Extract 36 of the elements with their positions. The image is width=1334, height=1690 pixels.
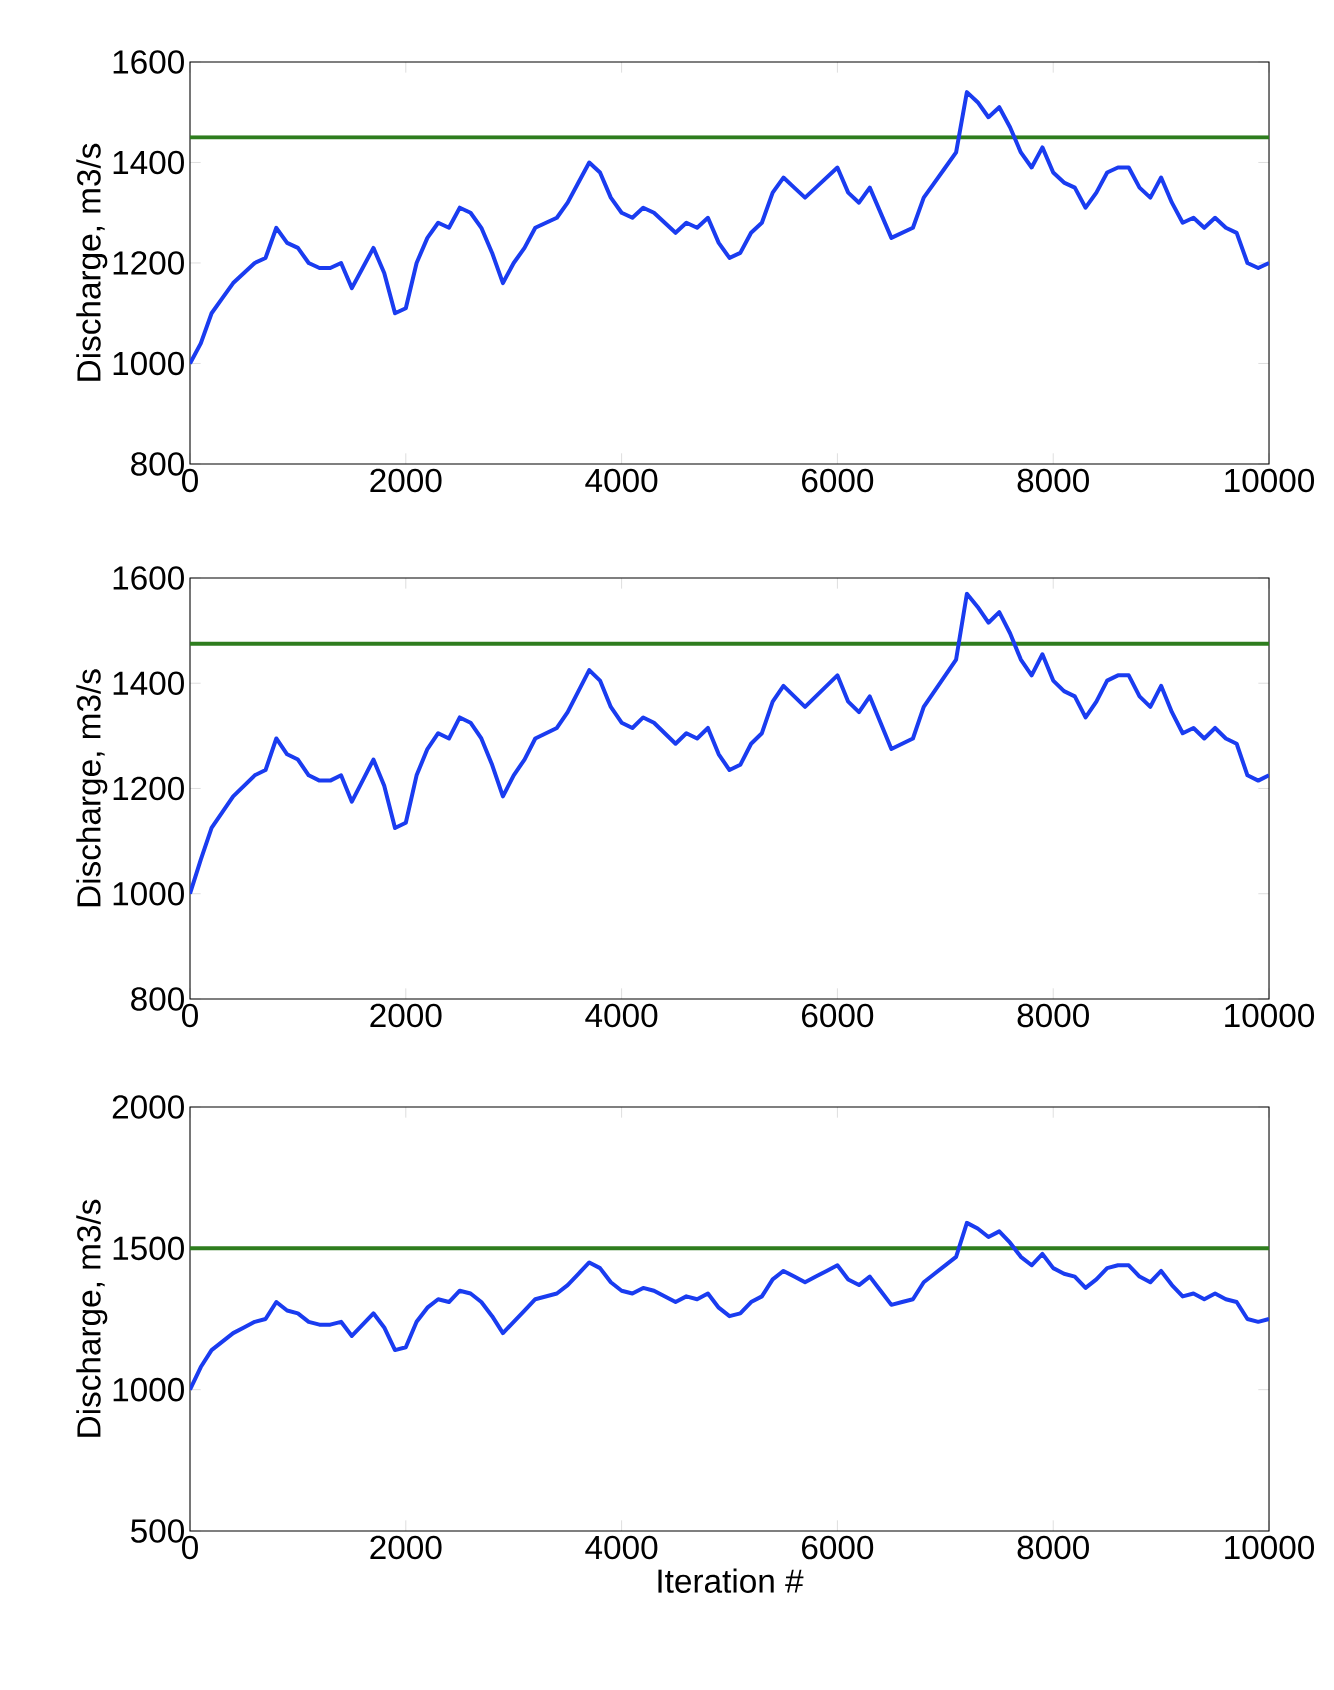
x-tick-label: 2000 [370, 1535, 442, 1560]
x-tick-label: 8000 [1017, 1535, 1089, 1560]
x-tick-label: 8000 [1017, 1003, 1089, 1028]
x-axis-title: Iteration # [658, 1568, 804, 1593]
x-tick-label: 4000 [585, 468, 658, 493]
x-tick-label: 10000 [1225, 1003, 1315, 1028]
y-axis-title: Discharge, m3/s [76, 1199, 108, 1437]
x-tick-label: 8000 [1017, 468, 1089, 493]
y-tick-label: 1500 [113, 1236, 184, 1261]
y-tick-label: 1400 [113, 150, 184, 175]
y-tick-label: 2000 [112, 1095, 184, 1119]
x-tick-label: 6000 [802, 468, 874, 493]
y-tick-label: 800 [131, 452, 184, 476]
x-tick-label: 2000 [370, 1003, 442, 1028]
y-axis-title: Discharge, m3/s [76, 669, 108, 907]
x-tick-label: 10000 [1225, 1535, 1315, 1560]
x-tick-label: 0 [182, 1535, 198, 1560]
x-tick-label: 6000 [802, 1535, 874, 1560]
x-tick-label: 10000 [1225, 468, 1315, 493]
y-tick-label: 1600 [113, 50, 184, 74]
y-tick-label: 500 [131, 1519, 184, 1543]
y-tick-label: 1000 [113, 1377, 184, 1402]
y-tick-label: 1200 [113, 251, 184, 275]
y-axis-title: Discharge, m3/s [76, 143, 108, 381]
y-tick-label: 1000 [113, 881, 184, 906]
x-tick-label: 6000 [802, 1003, 874, 1028]
y-tick-label: 1000 [113, 351, 184, 376]
y-tick-label: 1200 [113, 776, 184, 801]
x-tick-label: 4000 [585, 1003, 658, 1028]
y-tick-label: 1400 [113, 671, 184, 696]
x-tick-label: 2000 [370, 468, 442, 493]
x-tick-label: 4000 [585, 1535, 658, 1560]
y-tick-label: 800 [131, 987, 184, 1011]
x-tick-label: 0 [182, 468, 198, 493]
x-tick-label: 0 [182, 1003, 198, 1028]
y-tick-label: 1600 [113, 566, 184, 590]
